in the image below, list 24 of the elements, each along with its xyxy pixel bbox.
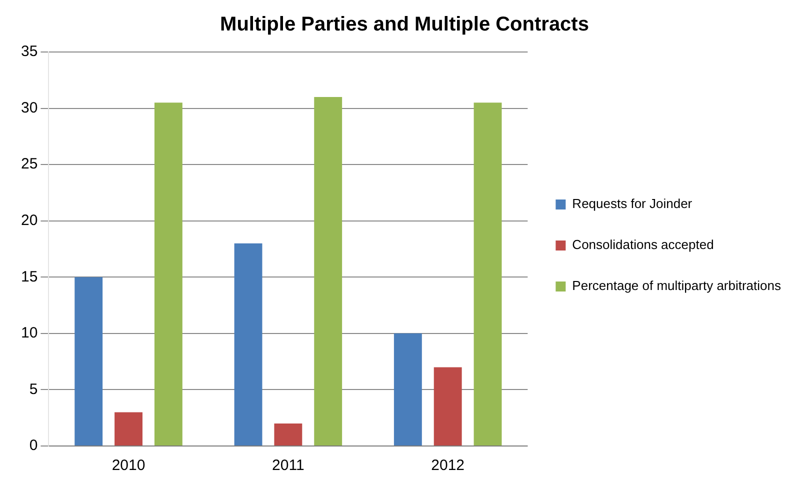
x-tick-label: 2012: [431, 457, 465, 474]
y-tick-label: 35: [20, 43, 38, 60]
bar: [474, 102, 502, 446]
bar: [114, 412, 142, 446]
x-tick-label: 2010: [112, 457, 146, 474]
bar: [234, 243, 262, 446]
bar: [394, 333, 422, 446]
bar: [74, 277, 103, 446]
bar: [274, 423, 302, 446]
legend-label: Consolidations accepted: [572, 237, 714, 252]
chart-title: Multiple Parties and Multiple Contracts: [220, 14, 589, 36]
x-tick-label: 2011: [272, 457, 304, 474]
y-tick-label: 30: [20, 99, 38, 116]
y-tick-label: 15: [20, 268, 38, 286]
y-tick-label: 5: [29, 380, 38, 398]
legend-label: Requests for Joinder: [572, 196, 693, 212]
y-tick-label: 0: [29, 437, 38, 454]
y-tick-label: 20: [20, 212, 38, 229]
bar: [314, 97, 342, 446]
bar: [434, 367, 462, 446]
legend-label: Percentage of multiparty arbitrations: [572, 278, 782, 294]
bar: [154, 102, 182, 446]
y-tick-label: 25: [20, 156, 38, 173]
y-tick-label: 10: [20, 324, 38, 342]
